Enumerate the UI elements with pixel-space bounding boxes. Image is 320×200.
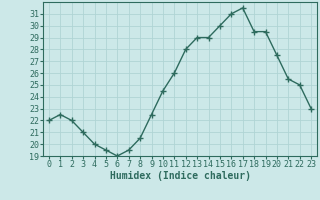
X-axis label: Humidex (Indice chaleur): Humidex (Indice chaleur) [109,171,251,181]
